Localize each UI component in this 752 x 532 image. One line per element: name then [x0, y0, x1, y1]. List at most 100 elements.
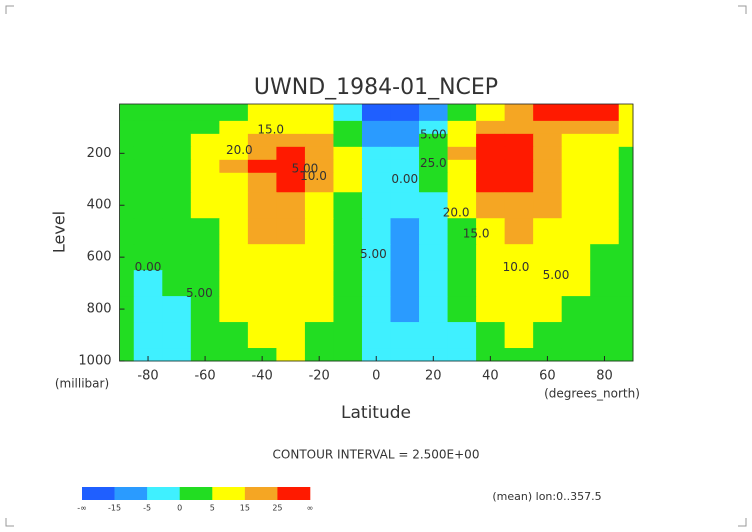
field-cell	[419, 218, 449, 245]
field-cell	[533, 270, 563, 297]
field-cell	[361, 244, 392, 271]
field-cell	[276, 146, 306, 161]
field-cell	[504, 322, 534, 349]
field-cell	[561, 322, 591, 349]
field-cell	[618, 159, 634, 174]
contour-label: 10.0	[503, 260, 530, 274]
field-cell	[476, 159, 506, 174]
field-cell	[133, 270, 163, 297]
field-cell	[304, 172, 334, 193]
field-cell	[162, 172, 192, 193]
contour-label: 5.00	[543, 268, 570, 282]
field-cell	[119, 192, 135, 219]
field-cell	[419, 244, 449, 271]
field-cell	[276, 120, 306, 135]
field-cell	[119, 120, 135, 135]
field-cell	[390, 270, 420, 297]
colorbar-label: -5	[143, 504, 151, 513]
colorbar-swatch	[277, 487, 311, 500]
field-cell	[447, 159, 477, 174]
field-cell	[219, 296, 249, 323]
field-cell	[447, 172, 477, 193]
y-tick-label: 800	[87, 302, 112, 317]
field-cell	[618, 296, 634, 323]
field-cell	[247, 120, 277, 135]
field-cell	[333, 322, 363, 349]
field-cell	[276, 104, 306, 122]
field-cell	[276, 348, 306, 362]
field-cell	[190, 146, 220, 161]
field-cell	[304, 348, 334, 362]
field-cell	[333, 172, 363, 193]
field-cell	[618, 146, 634, 161]
field-cell	[304, 159, 334, 174]
y-tick-label: 400	[87, 198, 112, 213]
field-cell	[476, 244, 506, 271]
field-cell	[390, 296, 420, 323]
field-cell	[162, 104, 192, 122]
field-cell	[333, 192, 363, 219]
field-cell	[276, 172, 306, 193]
field-cell	[419, 192, 449, 219]
field-cell	[476, 172, 506, 193]
field-cell	[247, 146, 277, 161]
field-cell	[361, 133, 392, 148]
contour-label: 5.00	[420, 128, 447, 142]
field-cell	[190, 270, 220, 297]
field-cell	[504, 218, 534, 245]
field-cell	[119, 348, 135, 362]
field-cell	[447, 348, 477, 362]
field-cell	[162, 270, 192, 297]
field-cell	[247, 159, 277, 174]
field-cell	[133, 296, 163, 323]
field-cell	[247, 133, 277, 148]
field-cell	[590, 218, 620, 245]
field-cell	[361, 120, 392, 135]
field-cell	[190, 218, 220, 245]
field-cell	[533, 133, 563, 148]
field-cell	[133, 172, 163, 193]
field-cell	[618, 120, 634, 135]
field-cell	[476, 218, 506, 245]
field-cell	[533, 104, 563, 122]
field-cell	[561, 146, 591, 161]
field-cell	[304, 192, 334, 219]
field-cell	[590, 270, 620, 297]
contour-label: 15.0	[257, 122, 284, 136]
field-cell	[190, 192, 220, 219]
field-cell	[219, 270, 249, 297]
field-cell	[590, 159, 620, 174]
field-cell	[447, 322, 477, 349]
field-cell	[361, 172, 392, 193]
field-cell	[119, 172, 135, 193]
field-cell	[504, 348, 534, 362]
field-cell	[447, 296, 477, 323]
field-cell	[333, 348, 363, 362]
field-cell	[162, 120, 192, 135]
colorbar-swatch	[114, 487, 148, 500]
field-cell	[618, 322, 634, 349]
y-tick-label: 600	[87, 250, 112, 265]
field-cell	[190, 172, 220, 193]
field-cell	[247, 296, 277, 323]
field-cell	[119, 244, 135, 271]
field-cell	[590, 133, 620, 148]
field-cell	[419, 120, 449, 135]
contour-label: 20.0	[443, 206, 470, 220]
field-cell	[304, 218, 334, 245]
field-cell	[276, 218, 306, 245]
field-cell	[276, 192, 306, 219]
field-cell	[476, 296, 506, 323]
field-cell	[219, 133, 249, 148]
field-cell	[304, 133, 334, 148]
field-cell	[561, 159, 591, 174]
field-cell	[162, 322, 192, 349]
field-cell	[190, 120, 220, 135]
field-cell	[504, 270, 534, 297]
field-cell	[247, 218, 277, 245]
field-cell	[304, 104, 334, 122]
field-cell	[247, 192, 277, 219]
x-tick-label: -20	[309, 369, 330, 384]
field-cell	[219, 322, 249, 349]
colorbar-swatch	[244, 487, 278, 500]
